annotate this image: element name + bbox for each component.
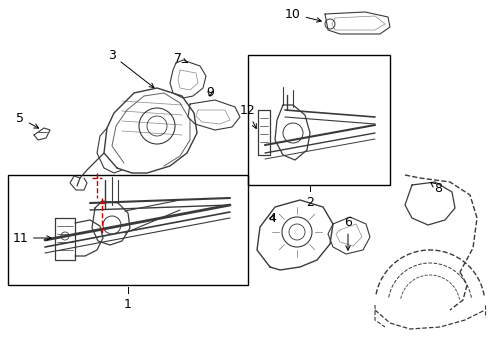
Text: 7: 7 [174,51,187,64]
Text: 2: 2 [305,196,313,209]
Text: 11: 11 [12,231,51,244]
Text: 3: 3 [108,49,154,87]
Text: 1: 1 [124,298,132,311]
Text: 9: 9 [205,86,214,99]
Text: 8: 8 [430,181,441,194]
Text: 5: 5 [16,112,39,128]
Bar [247,55,389,185]
Text: 10: 10 [285,8,321,22]
Bar [8,175,247,285]
Text: 4: 4 [267,212,275,225]
Text: 6: 6 [344,216,351,250]
Text: 12: 12 [239,104,256,129]
